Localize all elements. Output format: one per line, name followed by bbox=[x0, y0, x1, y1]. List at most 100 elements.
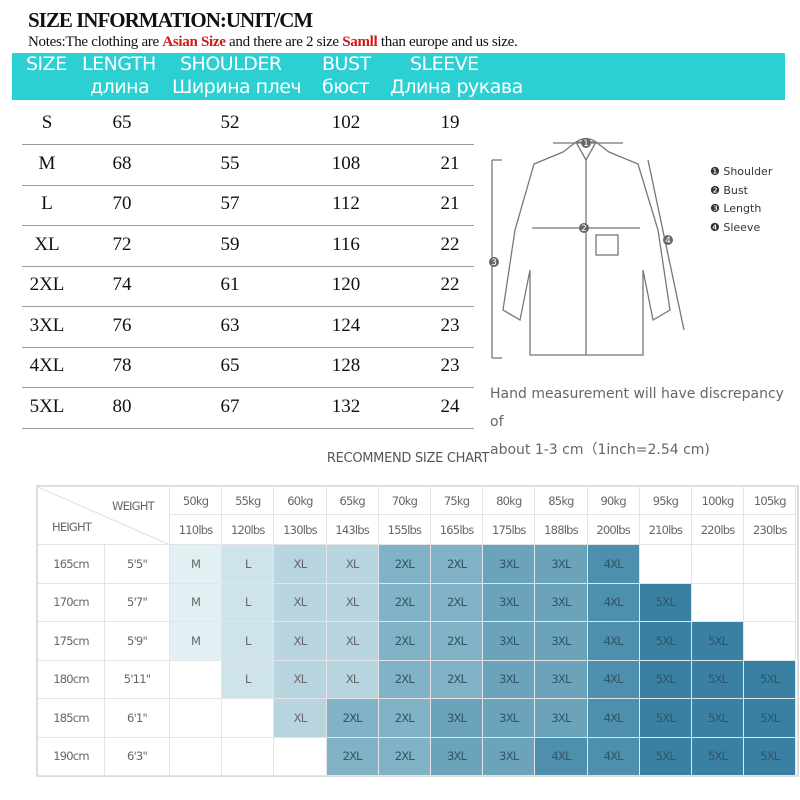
header-corner: WEIGHT HEIGHT bbox=[38, 487, 170, 545]
size-recommendation-cell: L bbox=[222, 583, 275, 622]
size-cell: 65 bbox=[112, 112, 132, 133]
size-recommendation-cell bbox=[222, 737, 275, 776]
size-recommendation-cell: XL bbox=[326, 660, 379, 699]
weight-lbs-header: 200lbs bbox=[587, 515, 640, 545]
size-recommendation-cell: XL bbox=[326, 545, 379, 584]
weight-kg-header: 70kg bbox=[378, 487, 431, 515]
header-sleeve-ru: Длина рукава bbox=[390, 76, 523, 98]
size-recommendation-cell: 3XL bbox=[431, 699, 484, 738]
weight-kg-header: 55kg bbox=[222, 487, 275, 515]
size-recommendation-cell: 3XL bbox=[535, 545, 588, 584]
size-cell: 67 bbox=[220, 395, 240, 417]
size-recommendation-cell: 2XL bbox=[431, 622, 484, 661]
weight-kg-header: 60kg bbox=[274, 487, 327, 515]
size-cell: 23 bbox=[440, 314, 460, 336]
size-cell: 19 bbox=[440, 112, 460, 133]
size-recommendation-cell: 3XL bbox=[431, 737, 484, 776]
size-recommendation-cell: 2XL bbox=[378, 660, 431, 699]
recommend-title: RECOMMEND SIZE CHART bbox=[326, 451, 490, 466]
size-recommendation-cell: 2XL bbox=[378, 699, 431, 738]
size-row: XL 72 59 116 22 bbox=[22, 226, 474, 267]
size-row: L 70 57 112 21 bbox=[22, 185, 474, 226]
size-recommendation-cell bbox=[170, 737, 223, 776]
size-recommendation-cell: 3XL bbox=[483, 583, 536, 622]
size-recommendation-cell: L bbox=[222, 660, 275, 699]
size-row: 3XL 76 63 124 23 bbox=[22, 307, 474, 348]
weight-lbs-header: 120lbs bbox=[222, 515, 275, 545]
size-cell: 112 bbox=[332, 193, 360, 214]
page-title: SIZE INFORMATION:UNIT/CM bbox=[28, 8, 313, 32]
notes-text: than europe and us size. bbox=[377, 34, 518, 50]
size-cell: L bbox=[41, 193, 53, 214]
size-row: 4XL 78 65 128 23 bbox=[22, 347, 474, 388]
height-cm: 190cm bbox=[38, 737, 105, 776]
size-recommendation-cell: 5XL bbox=[639, 622, 692, 661]
size-cell: 80 bbox=[112, 395, 132, 417]
header-shoulder-ru: Ширина плеч bbox=[172, 76, 302, 98]
notes-text: Notes:The clothing are bbox=[28, 34, 163, 50]
header-sleeve: SLEEVE bbox=[410, 53, 479, 75]
notes-highlight: Asian Size bbox=[162, 34, 226, 50]
svg-text:2: 2 bbox=[581, 224, 587, 234]
size-recommendation-cell: 5XL bbox=[744, 699, 797, 738]
size-recommendation-cell: 2XL bbox=[431, 545, 484, 584]
size-recommendation-cell: 2XL bbox=[378, 583, 431, 622]
header-bust: BUST bbox=[322, 53, 371, 75]
legend-item: ❶ Shoulder bbox=[710, 165, 773, 178]
size-recommendation-cell: 2XL bbox=[326, 737, 379, 776]
weight-lbs-header: 165lbs bbox=[431, 515, 484, 545]
header-length: LENGTH bbox=[82, 53, 156, 75]
size-recommendation-cell: 2XL bbox=[378, 545, 431, 584]
weight-kg-header: 95kg bbox=[639, 487, 692, 515]
size-recommendation-cell: 3XL bbox=[483, 737, 536, 776]
size-cell: 78 bbox=[112, 355, 132, 376]
size-recommendation-cell bbox=[744, 545, 797, 584]
size-cell: 124 bbox=[331, 314, 361, 336]
weight-kg-header: 75kg bbox=[431, 487, 484, 515]
size-recommendation-cell: 2XL bbox=[378, 622, 431, 661]
size-recommendation-cell: 4XL bbox=[535, 737, 588, 776]
size-recommendation-cell: 5XL bbox=[692, 699, 745, 738]
size-cell: 59 bbox=[220, 233, 240, 255]
size-recommendation-cell: 5XL bbox=[639, 737, 692, 776]
size-cell: 22 bbox=[440, 274, 460, 295]
size-recommendation-cell bbox=[744, 622, 797, 661]
weight-lbs-header: 230lbs bbox=[744, 515, 797, 545]
size-recommendation-cell: 4XL bbox=[587, 622, 640, 661]
height-cm: 165cm bbox=[38, 545, 105, 584]
size-recommendation-cell: XL bbox=[274, 699, 327, 738]
size-recommendation-cell: 5XL bbox=[639, 660, 692, 699]
size-cell: 63 bbox=[220, 314, 240, 336]
weight-kg-header: 105kg bbox=[744, 487, 797, 515]
weight-kg-header: 65kg bbox=[326, 487, 379, 515]
size-recommendation-cell: 5XL bbox=[639, 699, 692, 738]
size-recommendation-cell: M bbox=[170, 622, 223, 661]
size-recommendation-cell: 4XL bbox=[587, 660, 640, 699]
size-row: S 65 52 102 19 bbox=[22, 104, 474, 145]
size-recommendation-cell bbox=[744, 583, 797, 622]
size-recommendation-cell bbox=[170, 660, 223, 699]
size-recommendation-cell: M bbox=[170, 583, 223, 622]
size-table-header: SIZE LENGTH SHOULDER BUST SLEEVE длина Ш… bbox=[12, 53, 785, 100]
weight-kg-header: 100kg bbox=[692, 487, 745, 515]
size-recommendation-cell: 3XL bbox=[483, 699, 536, 738]
svg-text:3: 3 bbox=[491, 258, 497, 268]
height-label: HEIGHT bbox=[52, 520, 92, 534]
weight-lbs-header: 143lbs bbox=[326, 515, 379, 545]
size-cell: S bbox=[41, 112, 53, 133]
weight-lbs-header: 210lbs bbox=[639, 515, 692, 545]
size-cell: 21 bbox=[440, 193, 460, 214]
size-recommendation-cell: 3XL bbox=[535, 583, 588, 622]
height-ft: 6'3" bbox=[105, 737, 170, 776]
weight-lbs-header: 188lbs bbox=[535, 515, 588, 545]
weight-kg-header: 80kg bbox=[483, 487, 536, 515]
diagram-legend: ❶ Shoulder ❷ Bust ❸ Length ❹ Sleeve bbox=[710, 163, 772, 237]
size-cell: 128 bbox=[331, 355, 361, 376]
size-cell: 3XL bbox=[29, 314, 65, 336]
notes-text: and there are 2 size bbox=[225, 34, 343, 50]
size-recommendation-cell: M bbox=[170, 545, 223, 584]
size-recommendation-cell: 4XL bbox=[587, 545, 640, 584]
size-cell: 116 bbox=[332, 233, 360, 255]
size-recommendation-cell: XL bbox=[326, 622, 379, 661]
size-recommendation-cell: 4XL bbox=[587, 583, 640, 622]
